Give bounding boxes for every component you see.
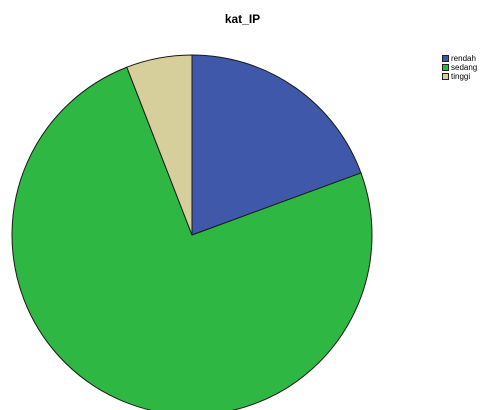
legend-label-rendah: rendah bbox=[451, 54, 476, 63]
chart-title: kat_IP bbox=[224, 12, 261, 26]
legend-swatch-sedang bbox=[442, 64, 449, 71]
legend: rendah sedang tinggi bbox=[442, 54, 485, 81]
legend-item-sedang: sedang bbox=[442, 63, 485, 72]
legend-label-tinggi: tinggi bbox=[451, 72, 471, 81]
pie-slice-tinggi bbox=[126, 54, 193, 236]
legend-item-rendah: rendah bbox=[442, 54, 485, 63]
legend-label-sedang: sedang bbox=[451, 63, 478, 72]
legend-swatch-tinggi bbox=[442, 73, 449, 80]
pie-slice-rendah bbox=[191, 54, 362, 236]
pie-slice-sedang bbox=[11, 66, 373, 410]
legend-item-tinggi: tinggi bbox=[442, 72, 485, 81]
legend-swatch-rendah bbox=[442, 55, 449, 62]
